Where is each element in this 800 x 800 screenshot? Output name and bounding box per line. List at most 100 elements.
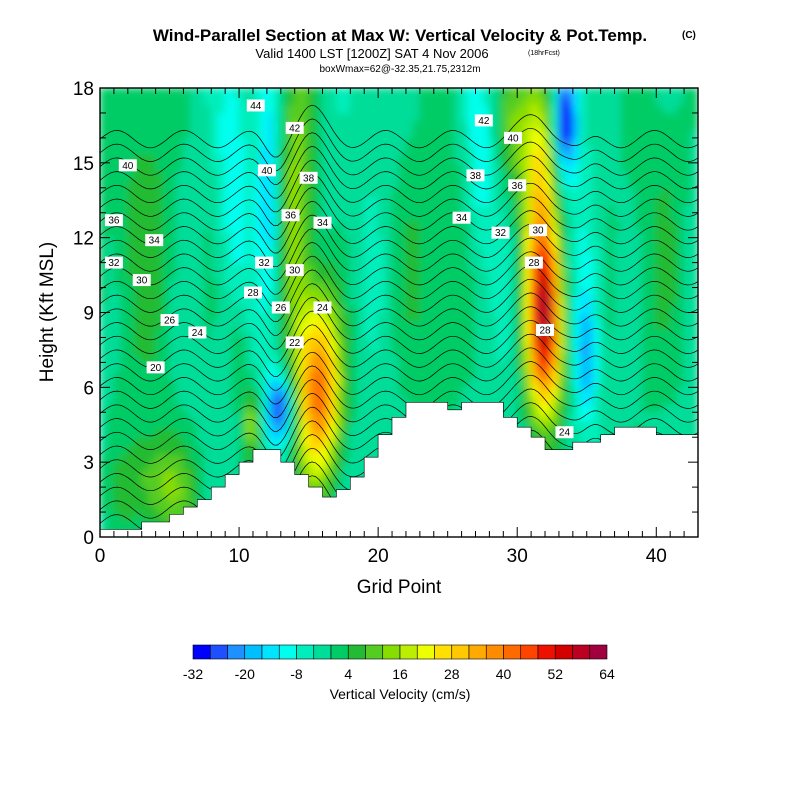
w-cell	[614, 112, 623, 122]
w-cell	[127, 137, 136, 147]
w-cell	[621, 312, 629, 322]
w-cell	[342, 129, 351, 139]
w-cell	[412, 345, 421, 355]
w-cell	[175, 245, 184, 255]
w-cell	[607, 187, 616, 197]
w-cell	[607, 120, 616, 131]
w-cell	[509, 303, 518, 313]
w-cell	[106, 312, 115, 322]
w-cell	[481, 162, 490, 172]
w-cell	[690, 345, 698, 355]
w-cell	[440, 178, 449, 189]
w-cell	[169, 445, 177, 455]
w-cell	[530, 328, 539, 338]
w-cell	[217, 237, 226, 247]
w-cell	[349, 262, 358, 272]
w-cell	[363, 195, 372, 205]
w-cell	[565, 328, 574, 338]
w-cell	[259, 195, 268, 205]
w-cell	[474, 345, 483, 355]
w-cell	[600, 428, 609, 438]
w-cell	[440, 245, 449, 255]
w-cell	[440, 154, 449, 164]
w-cell	[523, 320, 532, 330]
w-cell	[113, 428, 122, 438]
w-cell	[391, 154, 400, 164]
w-cell	[175, 361, 184, 372]
w-cell	[426, 187, 435, 197]
w-cell	[308, 270, 317, 280]
w-cell	[301, 353, 310, 363]
w-cell	[461, 395, 470, 405]
w-cell	[495, 253, 504, 264]
w-cell	[419, 112, 428, 122]
w-cell	[301, 88, 310, 97]
w-cell	[398, 178, 407, 189]
w-cell	[148, 203, 157, 214]
w-cell	[655, 95, 664, 106]
w-cell	[162, 511, 171, 521]
w-cell	[600, 129, 609, 139]
w-cell	[217, 461, 226, 471]
w-cell	[196, 453, 205, 463]
w-cell	[134, 345, 143, 355]
w-cell	[100, 170, 108, 180]
w-cell	[634, 345, 643, 355]
w-cell	[335, 295, 344, 305]
w-cell	[287, 112, 296, 122]
w-cell	[530, 345, 539, 355]
w-cell	[676, 295, 685, 305]
w-cell	[356, 212, 365, 222]
w-cell	[113, 328, 122, 338]
w-cell	[100, 328, 108, 338]
w-cell	[308, 361, 317, 372]
w-cell	[565, 104, 574, 114]
w-cell	[356, 411, 365, 422]
w-cell	[342, 270, 351, 280]
w-cell	[113, 95, 122, 106]
w-cell	[120, 453, 129, 463]
w-cell	[189, 461, 198, 471]
w-cell	[586, 370, 595, 380]
w-cell	[134, 386, 143, 397]
w-cell	[593, 312, 602, 322]
w-cell	[363, 411, 372, 422]
w-cell	[447, 370, 456, 380]
w-cell	[614, 270, 623, 280]
w-cell	[530, 88, 539, 97]
w-cell	[113, 270, 122, 280]
svg-text:38: 38	[470, 171, 482, 182]
w-cell	[342, 262, 351, 272]
w-cell	[287, 386, 296, 397]
w-cell	[100, 270, 108, 280]
w-cell	[203, 253, 212, 264]
w-cell	[627, 145, 636, 156]
w-cell	[134, 370, 143, 380]
w-cell	[405, 170, 414, 180]
w-cell	[224, 345, 233, 355]
w-cell	[127, 386, 136, 397]
w-cell	[391, 112, 400, 122]
w-cell	[363, 312, 372, 322]
w-cell	[162, 461, 171, 471]
w-cell	[398, 112, 407, 122]
w-cell	[676, 428, 685, 438]
w-cell	[363, 237, 372, 247]
w-cell	[315, 287, 324, 297]
w-cell	[412, 178, 421, 189]
w-cell	[648, 145, 657, 156]
w-cell	[196, 88, 205, 97]
w-cell	[280, 195, 289, 205]
w-cell	[572, 420, 581, 430]
w-cell	[447, 353, 456, 363]
svg-text:44: 44	[250, 101, 262, 112]
w-cell	[523, 270, 532, 280]
w-cell	[669, 245, 678, 255]
w-cell	[280, 120, 289, 131]
w-cell	[579, 112, 588, 122]
w-cell	[231, 212, 240, 222]
w-cell	[634, 220, 643, 230]
w-cell	[342, 137, 351, 147]
w-cell	[634, 129, 643, 139]
w-cell	[210, 88, 219, 97]
